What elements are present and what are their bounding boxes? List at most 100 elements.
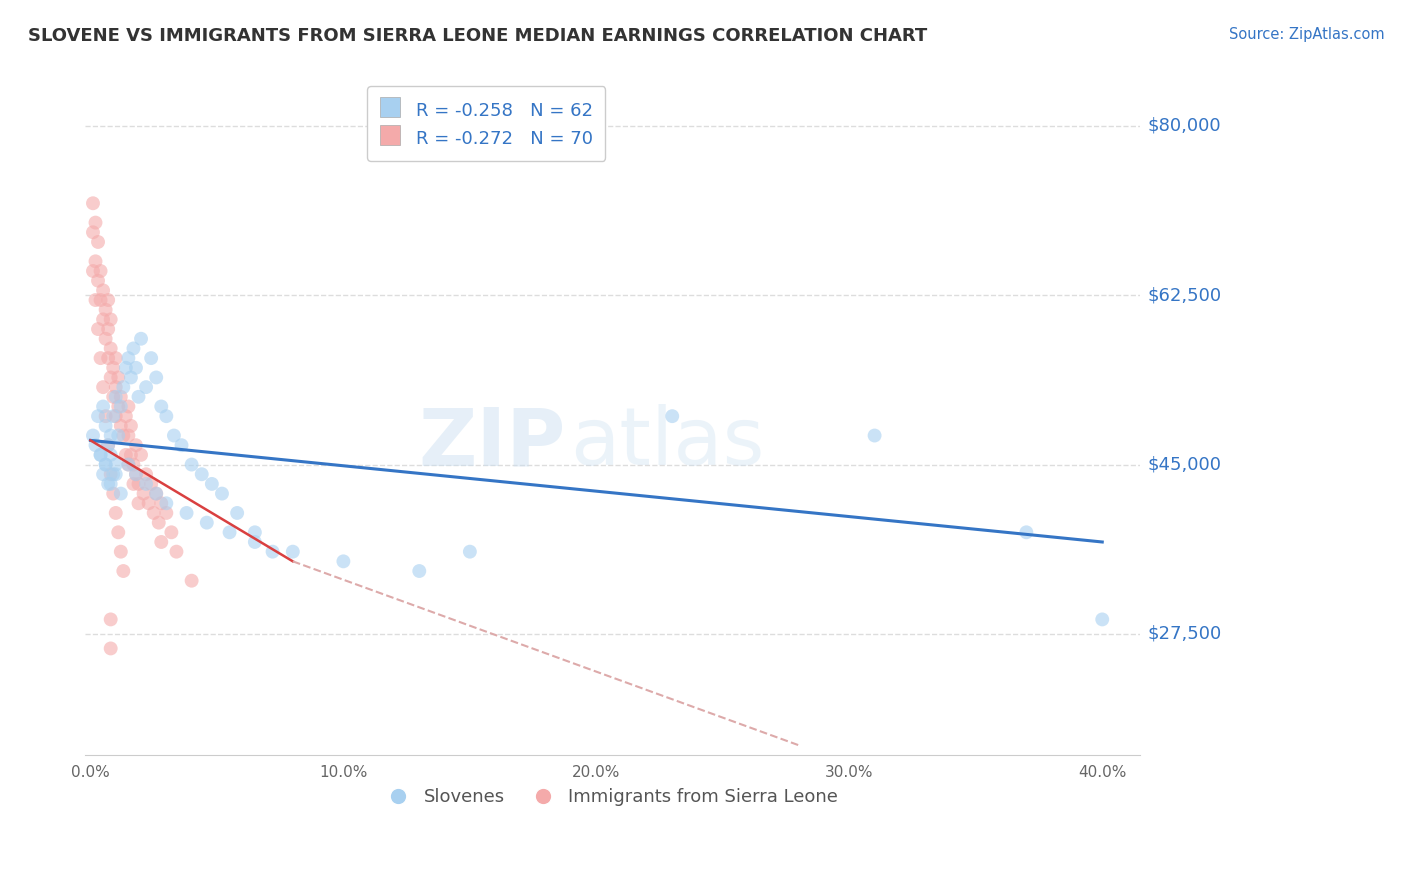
Point bbox=[82, 225, 104, 239]
Point bbox=[1091, 612, 1114, 626]
Point bbox=[226, 506, 249, 520]
Point bbox=[115, 360, 138, 375]
Point bbox=[91, 467, 114, 482]
Point bbox=[84, 216, 107, 230]
Point bbox=[82, 428, 104, 442]
Point bbox=[110, 390, 132, 404]
Point bbox=[120, 418, 142, 433]
Point bbox=[243, 525, 266, 540]
Point bbox=[122, 342, 145, 356]
Point bbox=[87, 274, 110, 288]
Point bbox=[91, 380, 114, 394]
Point bbox=[100, 467, 122, 482]
Point bbox=[91, 400, 114, 414]
Point bbox=[135, 380, 157, 394]
Point bbox=[82, 264, 104, 278]
Point bbox=[120, 448, 142, 462]
Point bbox=[458, 544, 481, 558]
Point bbox=[107, 428, 129, 442]
Point bbox=[155, 409, 177, 424]
Point bbox=[104, 380, 127, 394]
Point bbox=[87, 322, 110, 336]
Point bbox=[125, 467, 148, 482]
Point bbox=[128, 390, 150, 404]
Point bbox=[91, 284, 114, 298]
Point bbox=[104, 458, 127, 472]
Legend: Slovenes, Immigrants from Sierra Leone: Slovenes, Immigrants from Sierra Leone bbox=[381, 781, 845, 814]
Point bbox=[94, 332, 117, 346]
Point bbox=[100, 477, 122, 491]
Text: $45,000: $45,000 bbox=[1147, 456, 1222, 474]
Point bbox=[125, 467, 148, 482]
Point bbox=[150, 496, 173, 510]
Point bbox=[201, 477, 224, 491]
Point bbox=[103, 390, 125, 404]
Point bbox=[90, 448, 112, 462]
Point bbox=[661, 409, 683, 424]
Point bbox=[128, 496, 150, 510]
Point bbox=[94, 302, 117, 317]
Point bbox=[195, 516, 218, 530]
Point bbox=[129, 448, 152, 462]
Point bbox=[262, 544, 284, 558]
Point bbox=[87, 409, 110, 424]
Point bbox=[145, 370, 167, 384]
Point bbox=[408, 564, 430, 578]
Point bbox=[84, 293, 107, 307]
Text: SLOVENE VS IMMIGRANTS FROM SIERRA LEONE MEDIAN EARNINGS CORRELATION CHART: SLOVENE VS IMMIGRANTS FROM SIERRA LEONE … bbox=[28, 27, 928, 45]
Point bbox=[91, 312, 114, 326]
Text: Source: ZipAtlas.com: Source: ZipAtlas.com bbox=[1229, 27, 1385, 42]
Point bbox=[160, 525, 183, 540]
Point bbox=[90, 293, 112, 307]
Point bbox=[100, 448, 122, 462]
Point bbox=[112, 428, 135, 442]
Point bbox=[117, 428, 139, 442]
Point bbox=[90, 351, 112, 365]
Point bbox=[148, 516, 170, 530]
Point bbox=[94, 458, 117, 472]
Point bbox=[1015, 525, 1038, 540]
Point bbox=[117, 458, 139, 472]
Point bbox=[103, 486, 125, 500]
Point bbox=[141, 351, 163, 365]
Point bbox=[107, 370, 129, 384]
Point bbox=[107, 525, 129, 540]
Text: ZIP: ZIP bbox=[418, 404, 565, 483]
Point bbox=[170, 438, 193, 452]
Point bbox=[243, 535, 266, 549]
Point bbox=[176, 506, 198, 520]
Point bbox=[110, 486, 132, 500]
Point bbox=[94, 418, 117, 433]
Point bbox=[141, 477, 163, 491]
Point bbox=[155, 506, 177, 520]
Point bbox=[110, 400, 132, 414]
Point bbox=[103, 467, 125, 482]
Point bbox=[84, 254, 107, 268]
Point bbox=[135, 477, 157, 491]
Point bbox=[180, 458, 202, 472]
Point bbox=[117, 351, 139, 365]
Text: $80,000: $80,000 bbox=[1147, 117, 1222, 135]
Point bbox=[122, 458, 145, 472]
Point bbox=[125, 438, 148, 452]
Point bbox=[110, 418, 132, 433]
Point bbox=[863, 428, 886, 442]
Point bbox=[87, 235, 110, 249]
Point bbox=[97, 322, 120, 336]
Point bbox=[110, 544, 132, 558]
Point bbox=[104, 351, 127, 365]
Point bbox=[100, 370, 122, 384]
Text: atlas: atlas bbox=[571, 404, 765, 483]
Point bbox=[132, 486, 155, 500]
Point bbox=[97, 438, 120, 452]
Point bbox=[94, 409, 117, 424]
Point bbox=[190, 467, 212, 482]
Text: $27,500: $27,500 bbox=[1147, 625, 1222, 643]
Point bbox=[97, 477, 120, 491]
Point bbox=[104, 409, 127, 424]
Point bbox=[142, 506, 165, 520]
Point bbox=[104, 506, 127, 520]
Point bbox=[165, 544, 187, 558]
Point bbox=[107, 400, 129, 414]
Point bbox=[150, 535, 173, 549]
